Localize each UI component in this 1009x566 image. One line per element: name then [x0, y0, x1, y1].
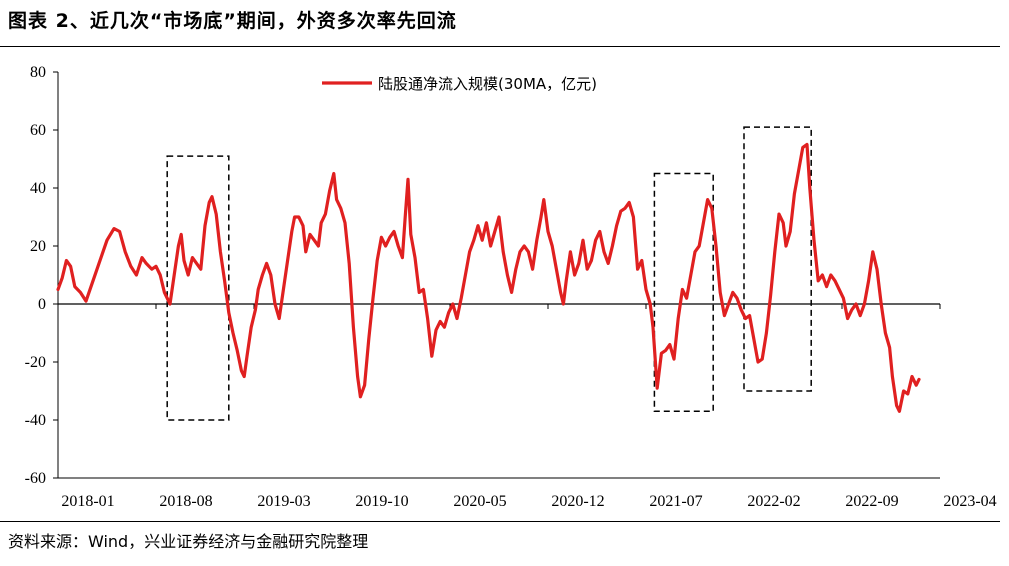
x-tick-label: 2019-03	[257, 493, 310, 510]
x-tick-label: 2021-07	[649, 493, 702, 510]
figure-title: 图表 2、近几次“市场底”期间，外资多次率先回流	[8, 10, 457, 32]
market-bottom-box	[653, 172, 714, 413]
series-line-northbound-flow	[56, 142, 921, 413]
y-tick-label: 60	[30, 122, 46, 139]
y-tick-label: 20	[30, 238, 46, 255]
x-tick-label: 2023-04	[943, 493, 996, 510]
top-rule	[0, 46, 1000, 47]
x-tick-label: 2019-10	[355, 493, 408, 510]
x-tick-label: 2018-08	[159, 493, 212, 510]
x-tick-label: 2022-02	[747, 493, 800, 510]
market-bottom-box	[743, 126, 812, 392]
market-bottom-box	[166, 155, 230, 421]
x-tick-label: 2018-01	[61, 493, 114, 510]
y-tick-label: -40	[25, 412, 46, 429]
bottom-rule	[0, 521, 1000, 522]
y-tick-label: -60	[25, 470, 46, 487]
legend-label: 陆股通净流入规模(30MA，亿元)	[378, 75, 597, 93]
x-tick-label: 2020-05	[453, 493, 506, 510]
y-tick-label: 0	[38, 296, 46, 313]
x-tick-label: 2022-09	[845, 493, 898, 510]
y-tick-label: -20	[25, 354, 46, 371]
source-note: 资料来源：Wind，兴业证券经济与金融研究院整理	[8, 532, 369, 551]
y-tick-label: 40	[30, 180, 46, 197]
x-tick-label: 2020-12	[551, 493, 604, 510]
y-tick-label: 80	[30, 64, 46, 81]
